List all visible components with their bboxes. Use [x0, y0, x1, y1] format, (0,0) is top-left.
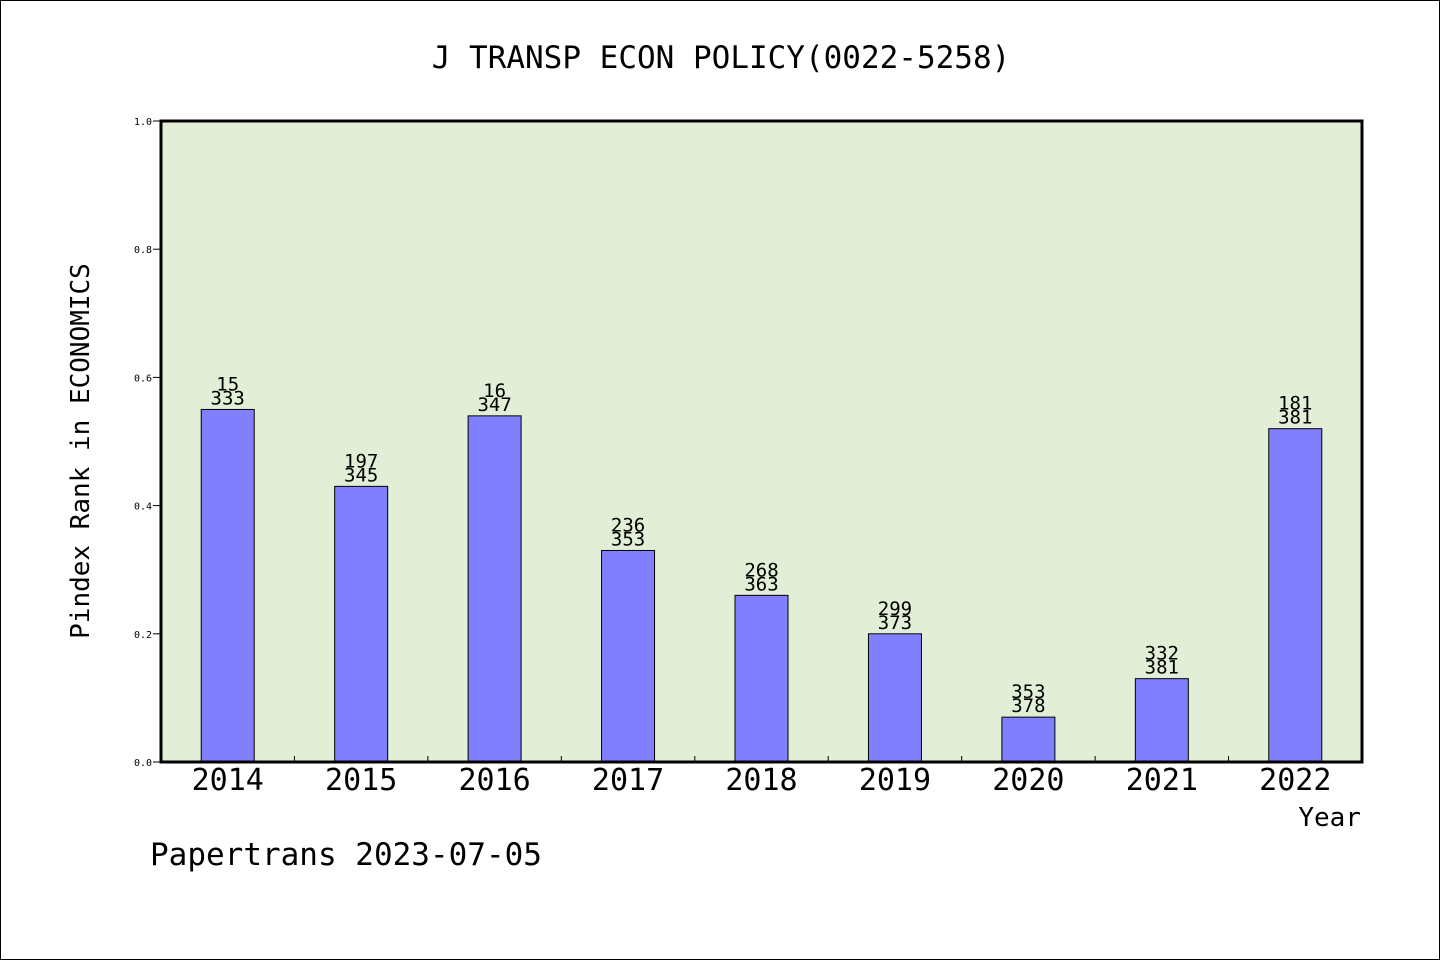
x-tick-label: 2016: [458, 763, 530, 798]
x-axis: 2014 2015 2016 2017 2018 2019 2020 2021 2022: [192, 756, 1331, 798]
bar-2015: [334, 485, 389, 763]
plot-border: [159, 119, 1364, 764]
bar-label-top: 332: [1145, 643, 1179, 665]
x-tick-label: 2015: [325, 763, 397, 798]
y-tick-label: 0.8: [134, 245, 152, 256]
bar-labels-group: 1533319734516347236353268363299373353378…: [211, 373, 1313, 717]
bar-2020: [1001, 716, 1056, 763]
x-tick-label: 2019: [859, 763, 931, 798]
y-tick-label: 0.0: [134, 758, 152, 769]
bar-2019: [867, 633, 922, 763]
bar-label-bottom: 333: [211, 387, 245, 409]
bar-2021: [1134, 678, 1189, 763]
x-tick-label: 2017: [592, 763, 664, 798]
bar-label-top: 15: [216, 373, 239, 395]
bar-label-top: 197: [344, 450, 378, 472]
x-tick-label: 2020: [992, 763, 1064, 798]
bar-label-top: 268: [744, 559, 778, 581]
bar-label-top: 16: [483, 380, 506, 402]
y-tick-label: 0.4: [134, 502, 152, 513]
x-tick-label: 2021: [1126, 763, 1198, 798]
bar-label-bottom: 363: [744, 573, 778, 595]
bar-2016: [467, 415, 522, 763]
bar-label-bottom: 347: [477, 394, 511, 416]
y-axis-label: Pindex Rank in ECONOMICS: [66, 263, 96, 639]
y-tick-label: 0.6: [134, 373, 152, 384]
bar-label-bottom: 381: [1145, 657, 1179, 679]
footer-credit: Papertrans 2023-07-05: [150, 837, 542, 873]
bar-2022: [1268, 428, 1323, 763]
bar-label-top: 299: [878, 598, 912, 620]
x-tick-label: 2014: [192, 763, 264, 798]
x-tick-label: 2022: [1259, 763, 1331, 798]
bar-2014: [200, 408, 255, 763]
bars-group: [200, 408, 1323, 763]
y-tick-label: 0.2: [134, 630, 152, 641]
bar-label-top: 181: [1278, 393, 1312, 415]
y-axis: 0.0 0.2 0.4 0.6 0.8 1.0: [134, 117, 161, 769]
bar-label-top: 353: [1011, 681, 1045, 703]
bar-label-bottom: 381: [1278, 407, 1312, 429]
bar-label-bottom: 373: [878, 612, 912, 634]
bar-2017: [601, 549, 656, 763]
x-tick-label: 2018: [725, 763, 797, 798]
y-tick-label: 1.0: [134, 117, 152, 128]
bar-2018: [734, 594, 789, 763]
x-axis-label: Year: [1298, 803, 1361, 833]
bar-label-bottom: 345: [344, 464, 378, 486]
bar-label-bottom: 378: [1011, 695, 1045, 717]
bar-label-bottom: 353: [611, 528, 645, 550]
chart-title: J TRANSP ECON POLICY(0022-5258): [432, 40, 1011, 76]
bar-label-top: 236: [611, 514, 645, 536]
